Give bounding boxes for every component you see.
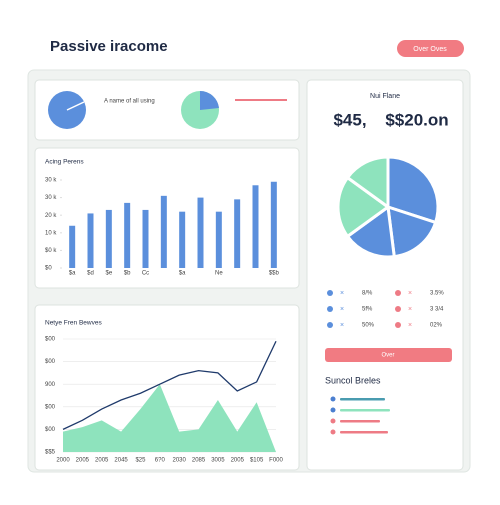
line — [62, 340, 277, 430]
summary-pie-slice — [200, 90, 219, 110]
pie-slice — [386, 204, 438, 259]
x-tick-label: $b — [124, 271, 131, 277]
x-tick-label: $a — [69, 271, 76, 277]
x-tick-label: $d — [87, 271, 94, 277]
x-tick-label: $$b — [269, 271, 280, 277]
header-button-label[interactable]: Over Oves — [413, 46, 447, 53]
action-button[interactable] — [325, 348, 452, 362]
summary-card — [34, 79, 300, 141]
y-tick-label: 10 k — [45, 230, 57, 236]
pie-slice — [386, 155, 440, 225]
x-tick-label: $105 — [250, 458, 264, 464]
bar — [105, 209, 112, 268]
y-tick-label: $00 — [45, 359, 56, 365]
stats-value: $45, — [333, 110, 366, 129]
y-tick-label: $00 — [45, 404, 56, 410]
legend-mark: × — [340, 306, 344, 313]
x-tick-label: 2005 — [231, 458, 245, 464]
x-tick-label: 3005 — [211, 458, 225, 464]
y-tick-label: 20 k — [45, 213, 57, 219]
area — [63, 384, 276, 452]
legend-label: 5f% — [362, 307, 373, 313]
bar — [160, 195, 167, 268]
x-tick-label: $e — [105, 271, 112, 277]
chart-title: Acing Perens — [45, 159, 84, 166]
legend-mark: × — [408, 322, 412, 329]
x-tick-label: 2030 — [173, 458, 187, 464]
bar — [69, 225, 76, 268]
bar — [252, 185, 259, 268]
x-tick-label: 2005 — [95, 458, 109, 464]
list-title: Suncol Breles — [325, 375, 381, 385]
y-tick-label: $0 k — [45, 248, 57, 254]
summary-caption: A name of all using — [104, 99, 155, 105]
legend-mark: × — [408, 306, 412, 313]
bar — [215, 211, 222, 268]
y-tick-label: 30 k — [45, 195, 57, 201]
legend-label: 3.5% — [430, 291, 444, 297]
bar — [234, 199, 241, 268]
list — [330, 396, 390, 435]
legend-dot — [395, 306, 401, 312]
legend-mark: × — [340, 322, 344, 329]
pie-slice — [336, 175, 391, 239]
summary-icon-line — [66, 101, 85, 111]
bar — [142, 209, 149, 268]
legend-label: 3 3/4 — [430, 307, 444, 313]
pie-slice — [345, 155, 390, 210]
y-tick-label: $0 — [45, 266, 52, 272]
legend-mark: × — [340, 290, 344, 297]
x-tick-label: 6?0 — [155, 458, 166, 464]
x-tick-label: F000 — [269, 458, 283, 464]
bar — [197, 197, 204, 268]
y-tick-label: $00 — [45, 427, 56, 433]
legend-mark: × — [408, 290, 412, 297]
chart-title: Netye Fren Bewves — [45, 320, 102, 327]
x-tick-label: 2045 — [114, 458, 128, 464]
bar — [124, 202, 131, 268]
y-tick-label: 900 — [45, 382, 56, 388]
x-tick-label: Ne — [215, 271, 223, 277]
header-button[interactable] — [397, 40, 464, 57]
legend-dot — [327, 322, 333, 328]
bar — [87, 213, 94, 268]
legend-dot — [327, 290, 333, 296]
legend-dot — [395, 322, 401, 328]
bar — [270, 181, 277, 268]
bar-card — [34, 147, 300, 289]
x-tick-label: 2000 — [56, 458, 70, 464]
x-tick-label: 2005 — [76, 458, 90, 464]
pie-slice — [345, 204, 396, 259]
stats-title: Nui Flane — [370, 93, 400, 100]
y-tick-label: $00 — [45, 337, 56, 343]
x-tick-label: $25 — [135, 458, 146, 464]
page-title: Passive iracome — [50, 38, 168, 55]
x-tick-label: Cc — [142, 271, 149, 277]
y-tick-label: 30 k — [45, 178, 57, 184]
y-tick-label: $$5 — [45, 450, 56, 456]
legend-dot — [395, 290, 401, 296]
legend-dot — [327, 306, 333, 312]
legend-label: 8/% — [362, 291, 373, 297]
legend-label: 02% — [430, 323, 443, 329]
stats-value: $$20.on — [385, 110, 448, 129]
x-tick-label: $a — [179, 271, 186, 277]
bar — [179, 211, 186, 268]
legend-label: 50% — [362, 323, 375, 329]
action-button-label[interactable]: Over — [381, 353, 394, 359]
x-tick-label: 2085 — [192, 458, 206, 464]
